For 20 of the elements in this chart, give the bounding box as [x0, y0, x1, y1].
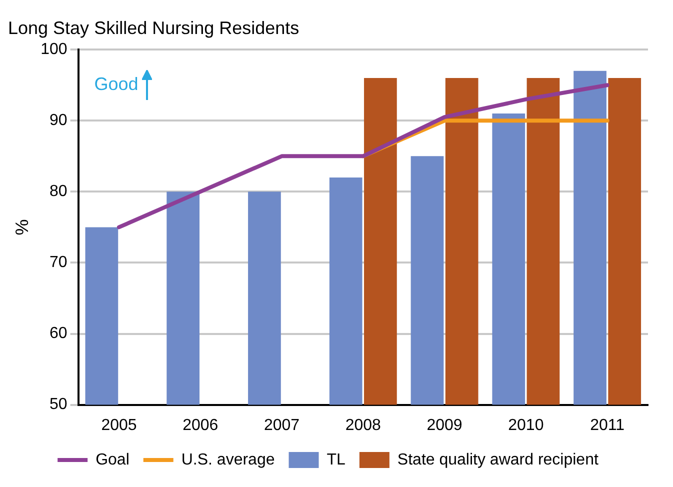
y-tick-label: 90 — [50, 112, 68, 130]
legend-label: TL — [326, 451, 346, 468]
y-tick-label: 70 — [50, 254, 68, 272]
y-tick-label: 80 — [50, 183, 68, 200]
legend-label: U.S. average — [181, 451, 275, 468]
annotation: Good — [94, 74, 138, 96]
x-tick-label: 2008 — [345, 416, 382, 434]
chart-title: Long Stay Skilled Nursing Residents — [8, 18, 300, 38]
x-tick-label: 2007 — [264, 416, 300, 434]
legend-label: State quality award recipient — [397, 451, 599, 468]
y-axis-title: % — [12, 219, 32, 236]
y-tick-label: 100 — [40, 41, 68, 58]
y-tick-label: 50 — [50, 396, 68, 414]
x-tick-label: 2009 — [426, 416, 462, 434]
x-tick-label: 2011 — [590, 416, 625, 434]
legend-label: Goal — [96, 451, 130, 468]
x-tick-label: 2006 — [182, 416, 218, 434]
x-tick-label: 2010 — [508, 416, 544, 434]
y-tick-label: 60 — [50, 325, 68, 342]
x-tick-label: 2005 — [101, 416, 137, 434]
